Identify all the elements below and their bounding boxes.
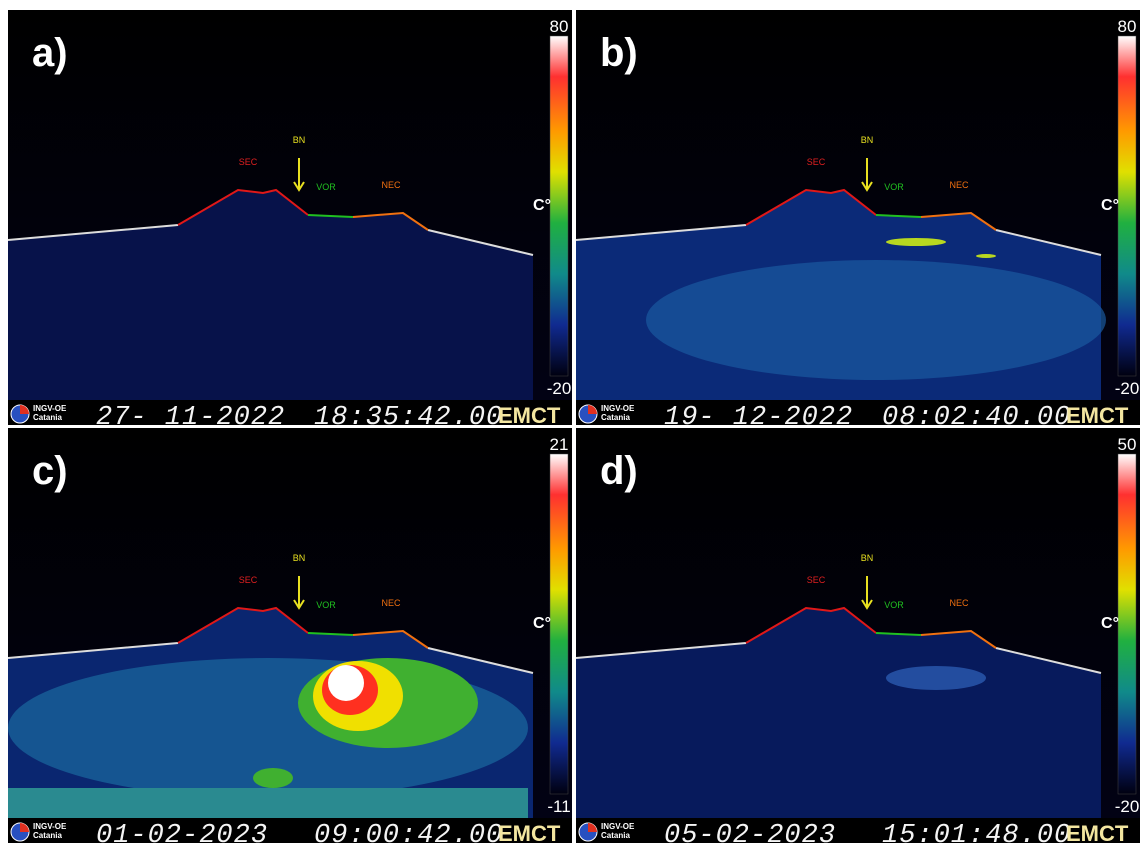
mountain [576,608,1101,818]
scale-min: -20 [1115,379,1140,398]
logo-text: INGV-OE [33,404,67,413]
crater-label: VOR [884,182,904,192]
skyline [7,224,534,256]
scale-min: -11 [547,797,570,816]
logo-text: Catania [33,413,62,422]
valley [8,788,528,818]
logo-text: Catania [601,831,630,840]
slope-glow [646,260,1106,380]
panel-label: b) [600,31,638,75]
sec-ridge [177,606,309,644]
bn-arrow [861,158,873,192]
scale-max: 50 [1118,435,1137,454]
logo-icon-part [20,405,29,414]
crater-label: NEC [949,180,969,190]
panel-label: c) [32,449,68,493]
panel-label: a) [32,31,68,75]
colorbar [549,453,569,795]
camera: EMCT [1066,821,1129,843]
sec-ridge [177,188,309,226]
crater-label: NEC [949,598,969,608]
camera: EMCT [498,403,561,428]
panel-label: d) [600,449,638,493]
lava-flow [253,768,293,788]
footer [576,818,1140,843]
skyline [575,642,1102,674]
vor-ridge [875,632,922,636]
crater-label: BN [861,135,874,145]
camera: EMCT [498,821,561,843]
crater-label: NEC [381,598,401,608]
vor-ridge [875,214,922,218]
bn-arrow [861,576,873,610]
unit-label: C° [1101,615,1119,632]
logo-text: INGV-OE [33,822,67,831]
logo-text: INGV-OE [601,822,635,831]
logo-text: INGV-OE [601,404,635,413]
vor-ridge [307,214,354,218]
logo-icon-part [20,823,29,832]
scale-max: 80 [1118,17,1137,36]
scale-min: -20 [547,379,572,398]
hot-spot [886,238,946,246]
crater-label: VOR [884,600,904,610]
nec-ridge [352,211,429,231]
sec-ridge [745,606,877,644]
camera: EMCT [1066,403,1129,428]
colorbar [1117,35,1137,377]
date: 01-02-2023 [96,821,268,843]
bn-arrow [293,158,305,192]
time: 15:01:48.00 [882,821,1071,843]
unit-label: C° [533,615,551,632]
colorbar [1117,453,1137,795]
unit-label: C° [1101,197,1119,214]
hot-spot [886,666,986,690]
footer [8,400,572,425]
nec-ridge [352,629,429,649]
scale-max: 21 [550,435,569,454]
logo-icon-part [588,405,597,414]
footer [576,400,1140,425]
colorbar [549,35,569,377]
nec-ridge [920,629,997,649]
hot-spot [976,254,996,258]
lava-white [328,665,364,701]
skyline [7,642,534,674]
unit-label: C° [533,197,551,214]
footer [8,818,572,843]
crater-label: SEC [239,157,258,167]
bn-arrow [293,576,305,610]
date: 05-02-2023 [664,821,836,843]
logo-text: Catania [601,413,630,422]
mountain [8,190,533,400]
time: 09:00:42.00 [314,821,503,843]
crater-label: VOR [316,600,336,610]
crater-label: BN [293,553,306,563]
crater-label: SEC [807,575,826,585]
vor-ridge [307,632,354,636]
crater-label: BN [861,553,874,563]
crater-label: SEC [239,575,258,585]
logo-icon-part [588,823,597,832]
logo-text: Catania [33,831,62,840]
sec-ridge [745,188,877,226]
crater-label: VOR [316,182,336,192]
crater-label: BN [293,135,306,145]
skyline [575,224,1102,256]
scale-max: 80 [550,17,569,36]
scale-min: -20 [1115,797,1140,816]
crater-label: SEC [807,157,826,167]
nec-ridge [920,211,997,231]
crater-label: NEC [381,180,401,190]
